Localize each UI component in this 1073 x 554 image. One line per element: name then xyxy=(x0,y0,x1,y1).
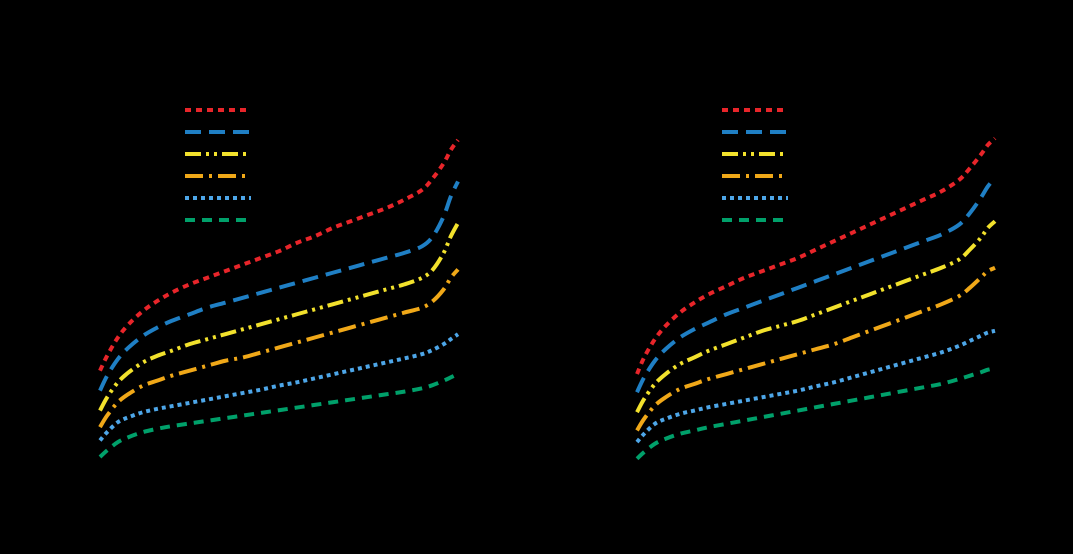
series-line-6 xyxy=(98,372,459,459)
series-group xyxy=(98,138,460,459)
series-line-5 xyxy=(98,332,460,442)
series-line-1 xyxy=(98,138,460,372)
x-tick-label: 0 xyxy=(634,471,640,483)
series-line-4 xyxy=(635,265,996,432)
y-tick-label: 0 xyxy=(623,457,629,469)
series-line-4 xyxy=(98,268,460,429)
y-tick-label: 80 xyxy=(617,191,629,203)
series-group xyxy=(635,136,997,461)
right-plot-svg: 00 20 20 40 40 60 60 80 80 100 100 xyxy=(611,108,1005,483)
series-line-2 xyxy=(98,180,460,392)
x-tick-label: 80 xyxy=(917,471,929,483)
series-line-3 xyxy=(98,222,460,412)
x-tick-label: 20 xyxy=(165,471,177,483)
series-line-6 xyxy=(635,366,996,461)
y-tick-label: 0 xyxy=(86,457,92,469)
x-tick-label: 100 xyxy=(986,471,1004,483)
chart-legend[interactable] xyxy=(185,108,251,222)
series-line-3 xyxy=(635,219,997,414)
x-tick-label: 40 xyxy=(774,471,786,483)
x-tick-label: 40 xyxy=(237,471,249,483)
y-tick-label: 20 xyxy=(617,391,629,403)
x-tick-label: 60 xyxy=(309,471,321,483)
y-tick-label: 40 xyxy=(617,324,629,336)
axis-group: 00 20 20 40 40 60 60 80 80 100 100 xyxy=(74,125,468,483)
y-tick-label: 80 xyxy=(80,191,92,203)
y-tick-label: 100 xyxy=(611,125,629,137)
chart-legend[interactable] xyxy=(722,108,788,222)
left-plot-svg: 00 20 20 40 40 60 60 80 80 100 100 xyxy=(74,108,468,483)
series-line-1 xyxy=(635,136,997,375)
y-tick-label: 20 xyxy=(80,391,92,403)
axis-group: 00 20 20 40 40 60 60 80 80 100 100 xyxy=(611,125,1005,483)
x-tick-label: 0 xyxy=(97,471,103,483)
y-tick-label: 100 xyxy=(74,125,92,137)
y-tick-label: 60 xyxy=(80,258,92,270)
x-tick-label: 20 xyxy=(702,471,714,483)
x-tick-label: 80 xyxy=(380,471,392,483)
chart-panel-right: 0 0 20 20 40 40 60 60 80 80 100 100 xyxy=(537,0,1073,554)
y-tick-label: 60 xyxy=(617,258,629,270)
series-line-2 xyxy=(635,176,997,394)
x-tick-label: 100 xyxy=(449,471,467,483)
chart-panel-left: 0 0 20 20 40 40 60 60 80 80 100 100 xyxy=(0,0,536,554)
x-tick-label: 60 xyxy=(846,471,858,483)
y-tick-label: 40 xyxy=(80,324,92,336)
